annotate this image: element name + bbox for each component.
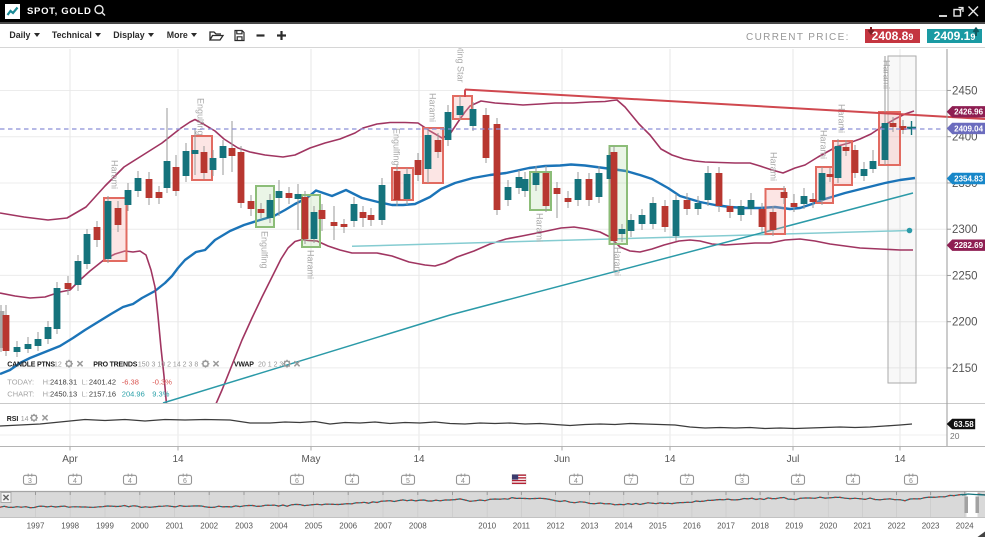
svg-text:2450: 2450 [952, 85, 978, 97]
svg-text:2300: 2300 [952, 224, 978, 236]
svg-text:4: 4 [350, 478, 354, 485]
svg-text:Harami: Harami [837, 104, 847, 133]
svg-text:2010: 2010 [478, 522, 496, 531]
svg-text:2354.83: 2354.83 [954, 174, 983, 183]
svg-text:2409.04: 2409.04 [954, 124, 983, 133]
svg-text:H:: H: [43, 378, 51, 387]
svg-text:Jul: Jul [787, 454, 800, 465]
svg-text:204.96: 204.96 [122, 390, 145, 399]
svg-text:4: 4 [461, 478, 465, 485]
svg-text:3: 3 [740, 478, 744, 485]
svg-text:-0.3%: -0.3% [152, 378, 172, 387]
svg-text:CHART:: CHART: [7, 390, 34, 399]
svg-text:2004: 2004 [270, 522, 288, 531]
svg-text:6: 6 [909, 478, 913, 485]
svg-text:2020: 2020 [819, 522, 837, 531]
svg-text:2013: 2013 [581, 522, 599, 531]
svg-text:2023: 2023 [922, 522, 940, 531]
svg-text:6: 6 [183, 478, 187, 485]
svg-text:TODAY:: TODAY: [7, 378, 34, 387]
svg-text:12: 12 [54, 362, 62, 369]
svg-text:RSI: RSI [7, 416, 19, 423]
svg-text:2022: 2022 [888, 522, 906, 531]
svg-text:2157.16: 2157.16 [89, 390, 116, 399]
svg-text:L:: L: [82, 390, 88, 399]
svg-text:7: 7 [629, 478, 633, 485]
svg-text:4: 4 [128, 478, 132, 485]
svg-text:2001: 2001 [166, 522, 184, 531]
svg-text:6: 6 [295, 478, 299, 485]
svg-text:2012: 2012 [547, 522, 565, 531]
svg-text:2014: 2014 [615, 522, 633, 531]
svg-text:PRO TRENDS: PRO TRENDS [93, 362, 137, 369]
svg-text:1999: 1999 [96, 522, 114, 531]
svg-text:63.58: 63.58 [954, 420, 975, 429]
svg-text:2003: 2003 [235, 522, 253, 531]
svg-text:Jun: Jun [554, 454, 570, 465]
svg-text:2024: 2024 [956, 522, 974, 531]
svg-text:2015: 2015 [649, 522, 667, 531]
svg-text:Engulfing: Engulfing [196, 98, 206, 136]
svg-text:Harami: Harami [535, 213, 545, 242]
svg-text:14: 14 [894, 454, 906, 465]
svg-text:2000: 2000 [131, 522, 149, 531]
svg-text:2008: 2008 [409, 522, 427, 531]
svg-text:-6.38: -6.38 [122, 378, 139, 387]
svg-text:2450.13: 2450.13 [50, 390, 77, 399]
svg-text:2011: 2011 [513, 522, 531, 531]
svg-text:CANDLE PTNS: CANDLE PTNS [7, 362, 55, 369]
svg-text:May: May [302, 454, 321, 465]
svg-text:VWAP: VWAP [234, 362, 254, 369]
svg-text:2426.96: 2426.96 [954, 108, 983, 117]
svg-text:14: 14 [172, 454, 184, 465]
svg-text:2418.31: 2418.31 [50, 378, 77, 387]
svg-text:2002: 2002 [200, 522, 218, 531]
svg-text:Harami: Harami [819, 130, 829, 159]
svg-text:2006: 2006 [339, 522, 357, 531]
svg-text:20 1 2 3: 20 1 2 3 [258, 362, 283, 369]
svg-text:Harami: Harami [769, 152, 779, 181]
svg-text:2400: 2400 [952, 132, 978, 144]
svg-text:2200: 2200 [952, 317, 978, 329]
svg-text:Harami: Harami [306, 250, 316, 279]
svg-text:5: 5 [406, 478, 410, 485]
svg-text:Harami: Harami [110, 160, 120, 189]
svg-text:150 3 10 2 14 2 3 8: 150 3 10 2 14 2 3 8 [138, 362, 198, 369]
svg-text:4: 4 [851, 478, 855, 485]
svg-text:Harami: Harami [613, 247, 623, 276]
svg-text:9.3%: 9.3% [152, 390, 169, 399]
svg-text:14: 14 [413, 454, 425, 465]
svg-text:Engulfing: Engulfing [260, 231, 270, 269]
svg-text:Harami: Harami [428, 93, 438, 122]
svg-text:L:: L: [82, 378, 88, 387]
svg-text:1997: 1997 [27, 522, 45, 531]
svg-text:1998: 1998 [61, 522, 79, 531]
svg-text:14: 14 [664, 454, 676, 465]
svg-text:2401.42: 2401.42 [89, 378, 116, 387]
svg-text:2019: 2019 [785, 522, 803, 531]
svg-text:2021: 2021 [854, 522, 872, 531]
svg-text:2282.69: 2282.69 [954, 241, 983, 250]
svg-text:Harami: Harami [882, 60, 892, 89]
svg-text:4: 4 [574, 478, 578, 485]
svg-text:2017: 2017 [717, 522, 735, 531]
svg-text:2016: 2016 [683, 522, 701, 531]
svg-text:2005: 2005 [305, 522, 323, 531]
svg-text:2250: 2250 [952, 270, 978, 282]
svg-text:Engulfing: Engulfing [392, 128, 402, 166]
svg-text:H:: H: [43, 390, 51, 399]
svg-text:2007: 2007 [374, 522, 392, 531]
svg-text:Apr: Apr [62, 454, 78, 465]
svg-text:4: 4 [73, 478, 77, 485]
svg-text:2018: 2018 [751, 522, 769, 531]
svg-text:14: 14 [21, 416, 29, 423]
svg-text:Shooting Star: Shooting Star [456, 28, 466, 83]
svg-text:3: 3 [28, 478, 32, 485]
svg-text:2150: 2150 [952, 363, 978, 375]
svg-text:4: 4 [796, 478, 800, 485]
svg-text:20: 20 [950, 431, 960, 441]
svg-text:7: 7 [685, 478, 689, 485]
